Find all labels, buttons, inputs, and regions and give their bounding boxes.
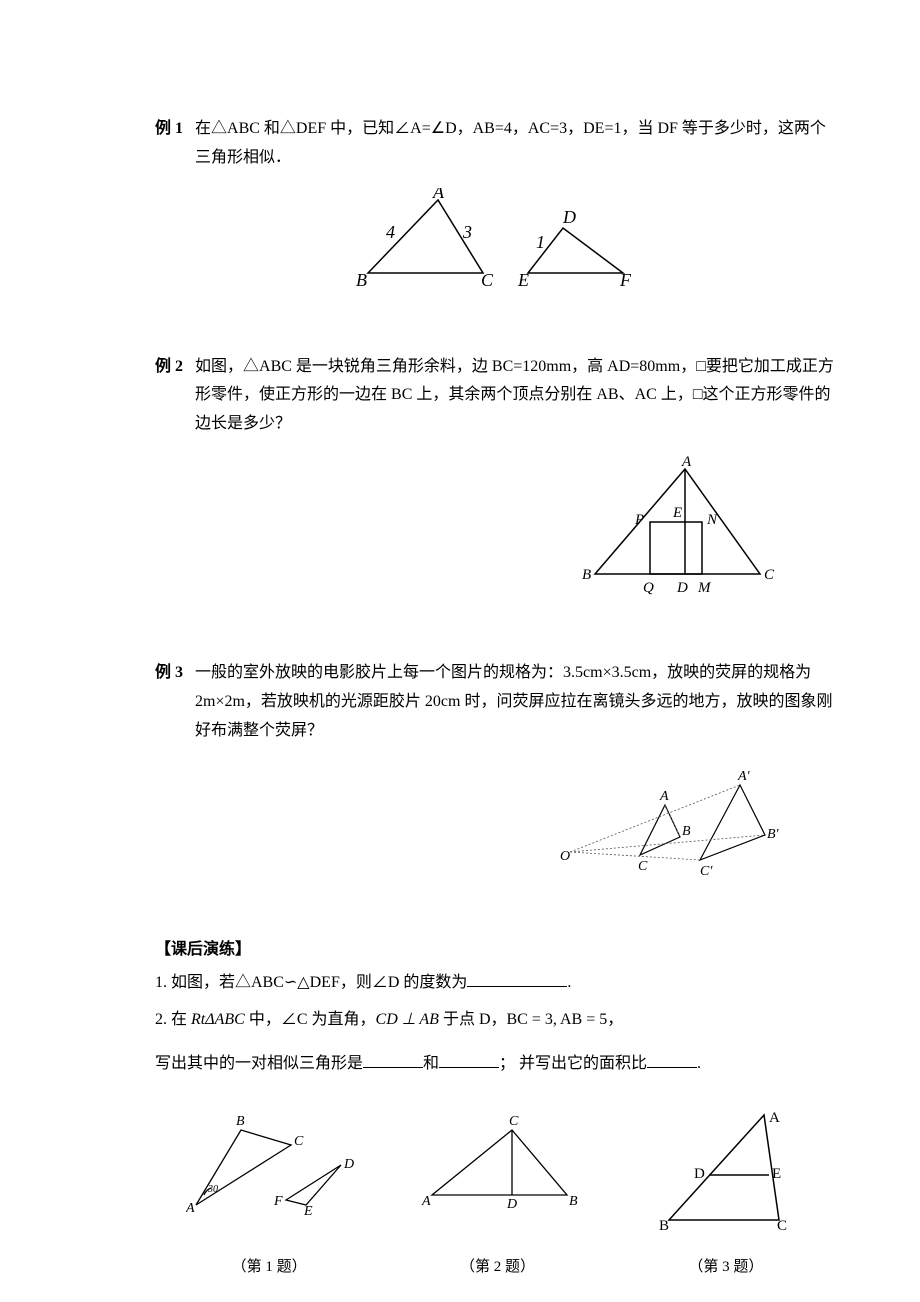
svg-text:D: D [562,207,576,227]
example-3-header: 例 3 一般的室外放映的电影胶片上每一个图片的规格为：3.5cm×3.5cm，放… [155,659,840,745]
svg-text:A': A' [737,769,751,784]
svg-text:D: D [676,580,688,596]
example-3: 例 3 一般的室外放映的电影胶片上每一个图片的规格为：3.5cm×3.5cm，放… [155,659,840,885]
svg-text:D: D [694,1166,705,1182]
exercise-2-line2c: ； 并写出它的面积比 [499,1055,647,1072]
svg-text:1: 1 [536,232,545,252]
bottom-captions: （第 1 题） （第 2 题） （第 3 题） [155,1255,840,1276]
bottom-figures: A B C D E F 30 A B C D [155,1110,840,1240]
svg-text:4: 4 [386,222,395,242]
svg-text:E: E [303,1204,313,1215]
example-2-figure: A B C D E M N P Q [155,454,840,609]
example-2: 例 2 如图，△ABC 是一块锐角三角形余料，边 BC=120mm，高 AD=8… [155,353,840,609]
bottom-fig-3-icon: A B C D E [649,1110,809,1235]
svg-text:F: F [619,270,632,290]
svg-text:B: B [682,824,691,839]
caption-3: （第 3 题） [612,1255,840,1276]
bottom-fig-3: A B C D E [649,1110,809,1240]
bottom-fig-2-icon: A B C D [417,1110,587,1215]
svg-text:C': C' [700,864,713,879]
svg-text:30: 30 [207,1184,218,1195]
svg-text:C: C [764,567,775,583]
exercise-2-line1c: 中，∠C 为直角， [245,1011,376,1028]
exercise-1: 1. 如图，若△ABC∽△DEF，则∠D 的度数为. [155,967,840,999]
section-title: 【课后演练】 [155,935,840,959]
svg-text:O: O [560,849,570,864]
example-1-header: 例 1 在△ABC 和△DEF 中，已知∠A=∠D，AB=4，AC=3，DE=1… [155,115,840,173]
svg-text:C: C [638,859,648,874]
svg-text:P: P [634,512,644,528]
svg-text:Q: Q [643,580,654,596]
example-2-text: 如图，△ABC 是一块锐角三角形余料，边 BC=120mm，高 AD=80mm，… [195,353,840,439]
caption-2: （第 2 题） [383,1255,611,1276]
svg-text:B: B [582,567,591,583]
svg-text:C: C [509,1114,519,1129]
exercise-2-line2d: . [697,1055,701,1072]
svg-text:C: C [777,1218,787,1234]
example-2-header: 例 2 如图，△ABC 是一块锐角三角形余料，边 BC=120mm，高 AD=8… [155,353,840,439]
svg-text:B: B [236,1114,245,1129]
blank-field [647,1052,697,1068]
svg-text:A: A [681,454,692,470]
svg-text:E: E [672,505,682,521]
example-3-figure: O A A' B B' C C' [155,760,840,885]
bottom-fig-1-icon: A B C D E F 30 [186,1110,356,1215]
projection-icon: O A A' B B' C C' [560,760,780,880]
blank-field [363,1052,423,1068]
bottom-fig-1: A B C D E F 30 [186,1110,356,1240]
exercise-2-line1a: 2. 在 [155,1011,191,1028]
triangle-abc-def-icon: A B C 4 3 D E F 1 [348,188,648,298]
svg-text:C: C [294,1134,304,1149]
svg-text:N: N [706,512,718,528]
example-1-figure: A B C 4 3 D E F 1 [155,188,840,303]
svg-text:A: A [659,789,669,804]
svg-text:A: A [186,1201,195,1215]
exercise-1-text: 1. 如图，若△ABC∽△DEF，则∠D 的度数为 [155,974,467,991]
svg-text:3: 3 [462,222,472,242]
svg-text:B: B [659,1218,669,1234]
example-3-label: 例 3 [155,659,183,688]
example-3-text: 一般的室外放映的电影胶片上每一个图片的规格为：3.5cm×3.5cm，放映的荧屏… [195,659,840,745]
exercise-2-line2: 写出其中的一对相似三角形是 和 ； 并写出它的面积比. [155,1048,840,1080]
svg-text:D: D [343,1157,354,1172]
triangle-square-icon: A B C D E M N P Q [580,454,780,604]
example-1-text: 在△ABC 和△DEF 中，已知∠A=∠D，AB=4，AC=3，DE=1，当 D… [195,115,840,173]
exercise-2-line1d: CD ⊥ AB [376,1011,439,1028]
svg-text:F: F [273,1194,283,1209]
svg-text:B': B' [767,827,780,842]
exercise-2: 2. 在 RtΔABC 中，∠C 为直角，CD ⊥ AB 于点 D，BC = 3… [155,1004,840,1036]
svg-text:C: C [481,270,494,290]
svg-text:B: B [569,1194,578,1209]
svg-text:A: A [421,1194,431,1209]
exercise-2-line2a: 写出其中的一对相似三角形是 [155,1055,363,1072]
svg-text:A: A [769,1110,780,1126]
svg-text:E: E [772,1166,781,1182]
example-1-label: 例 1 [155,115,183,144]
svg-text:A: A [432,188,445,202]
blank-field [439,1052,499,1068]
svg-text:D: D [506,1197,517,1212]
exercise-2-line1e: 于点 D，BC = 3, AB = 5， [439,1011,623,1028]
bottom-fig-2: A B C D [417,1110,587,1240]
caption-1: （第 1 题） [155,1255,383,1276]
blank-field [467,971,567,987]
svg-text:E: E [517,270,529,290]
svg-text:M: M [697,580,712,596]
exercise-2-line2b: 和 [423,1055,439,1072]
example-1: 例 1 在△ABC 和△DEF 中，已知∠A=∠D，AB=4，AC=3，DE=1… [155,115,840,303]
exercise-2-line1b: RtΔABC [191,1011,245,1028]
svg-text:B: B [356,270,367,290]
example-2-label: 例 2 [155,353,183,382]
